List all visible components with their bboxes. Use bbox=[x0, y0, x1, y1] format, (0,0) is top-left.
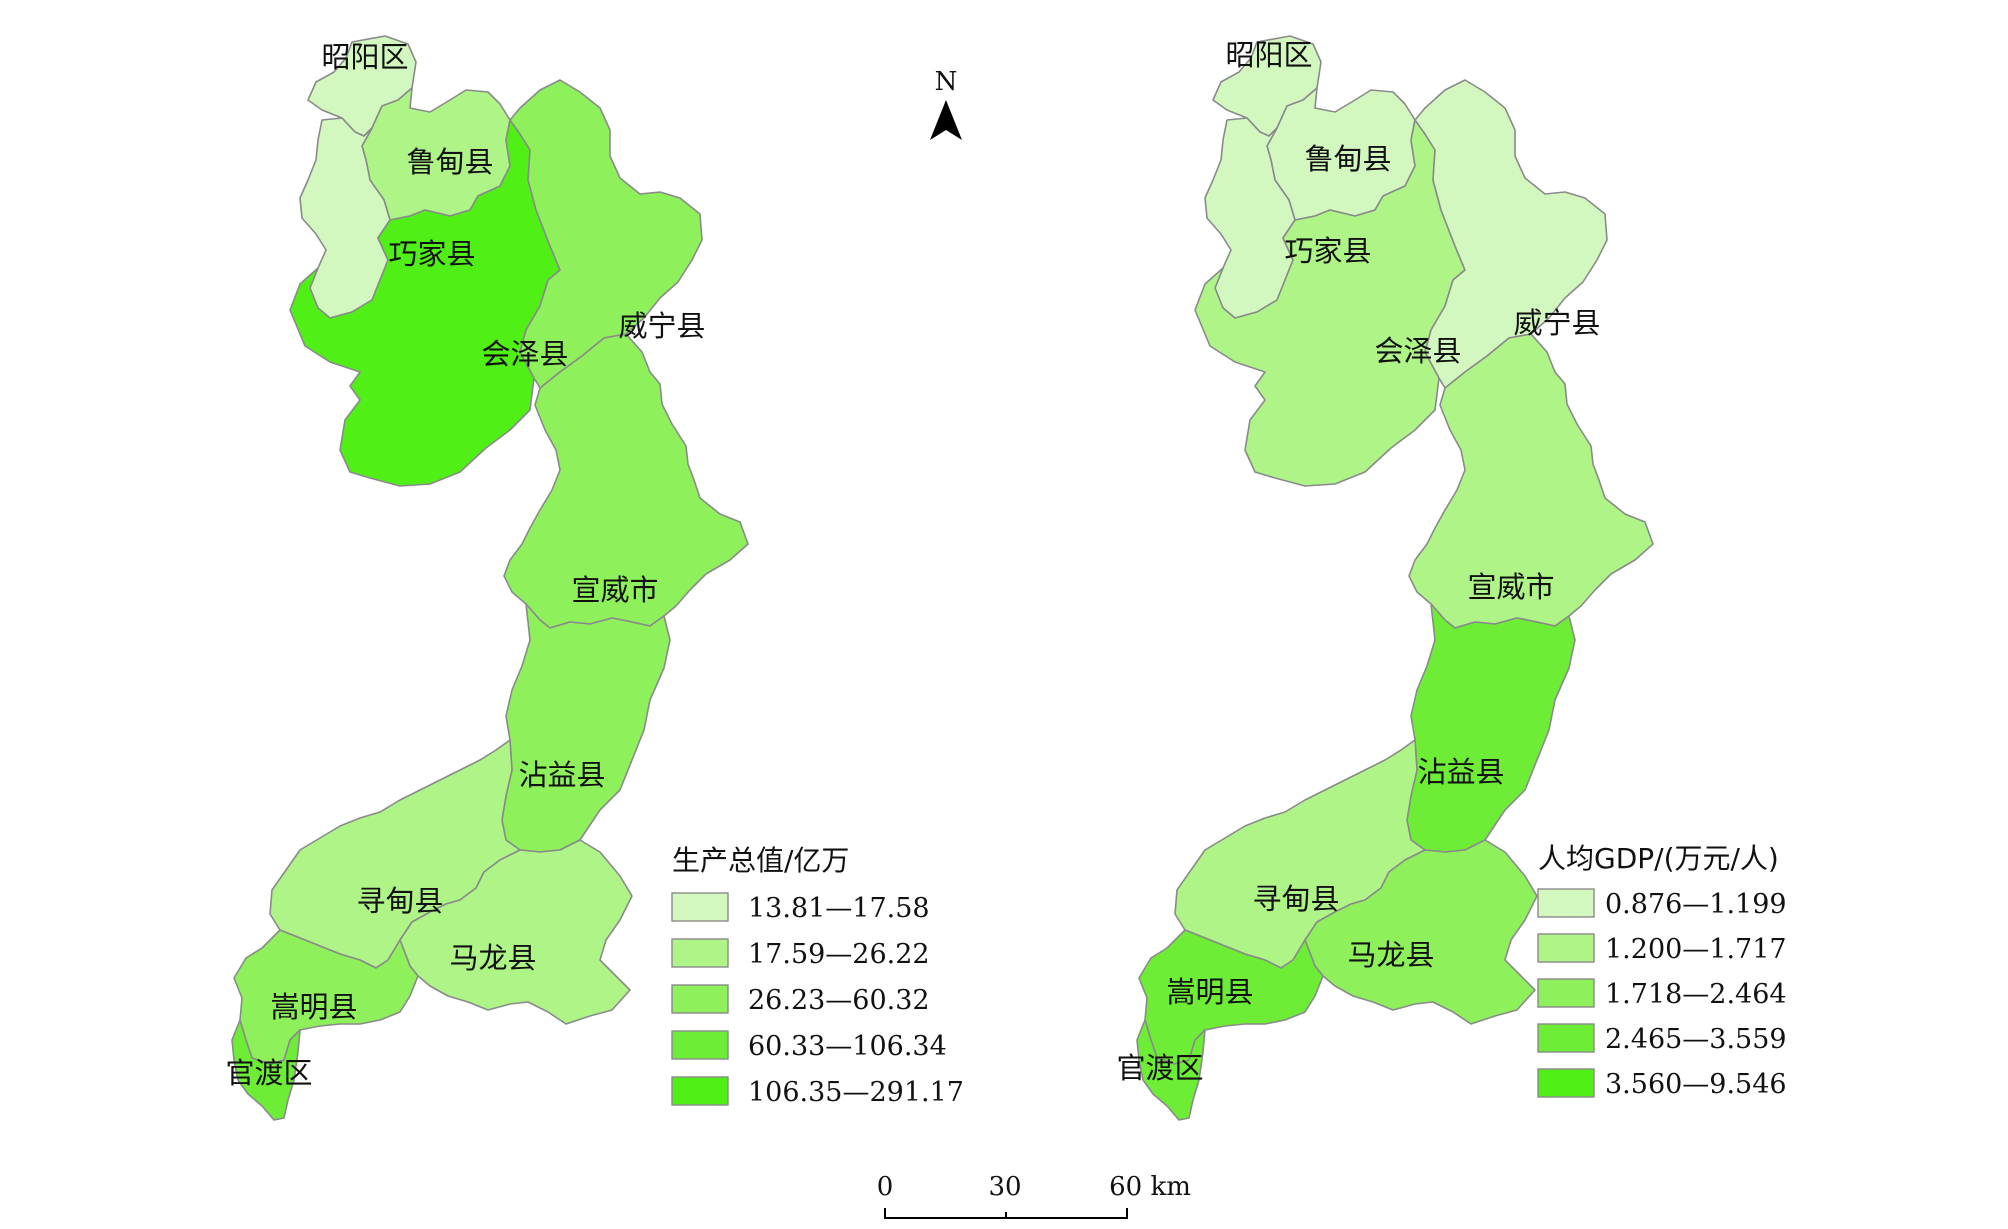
label-xundian-right: 寻甸县 bbox=[1252, 882, 1339, 916]
label-huize-left: 会泽县 bbox=[481, 337, 568, 371]
county-zhanyi-right bbox=[1406, 603, 1576, 853]
label-malong-left: 马龙县 bbox=[449, 941, 536, 975]
label-guandu-left: 官渡区 bbox=[225, 1056, 312, 1090]
scale-tick-30: 30 bbox=[988, 1172, 1021, 1202]
county-weining-right bbox=[1414, 79, 1608, 389]
right-legend-label-4: 2.465—3.559 bbox=[1605, 1024, 1787, 1055]
county-huize-right bbox=[1194, 119, 1466, 487]
county-weining-left bbox=[509, 79, 703, 389]
county-zhanyi-left bbox=[501, 603, 671, 853]
county-huize-left bbox=[289, 119, 561, 487]
right-legend-swatch-2 bbox=[1537, 933, 1595, 963]
label-zhanyi-left: 沾益县 bbox=[518, 758, 605, 792]
right-legend: 人均GDP/(万元/人) 0.876—1.199 1.200—1.717 1.7… bbox=[1537, 842, 1787, 1100]
county-malong-left bbox=[399, 839, 633, 1025]
north-label: N bbox=[935, 67, 958, 97]
county-guandu-right bbox=[1136, 1019, 1206, 1121]
label-ludian-right: 鲁甸县 bbox=[1304, 142, 1391, 176]
county-xuanwei-left bbox=[503, 333, 749, 629]
left-legend-label-5: 106.35—291.17 bbox=[748, 1077, 964, 1108]
label-weining-right: 威宁县 bbox=[1513, 306, 1600, 340]
left-map-gdp bbox=[231, 35, 749, 1121]
label-qiaojia-right: 巧家县 bbox=[1284, 234, 1371, 268]
right-legend-label-2: 1.200—1.717 bbox=[1605, 934, 1787, 965]
north-arrow: N bbox=[930, 67, 962, 140]
right-legend-label-5: 3.560—9.546 bbox=[1605, 1069, 1787, 1100]
label-songming-right: 嵩明县 bbox=[1166, 975, 1253, 1009]
label-guandu-right: 官渡区 bbox=[1116, 1051, 1203, 1085]
left-legend-label-2: 17.59—26.22 bbox=[748, 939, 930, 970]
left-legend-title: 生产总值/亿万 bbox=[672, 844, 849, 877]
right-map-gdp-per-capita: 昭阳区 鲁甸县 巧家县 会泽县 威宁县 宣威市 沾益县 寻甸县 马龙县 嵩明县 … bbox=[1116, 35, 1654, 1121]
label-huize-right: 会泽县 bbox=[1374, 334, 1461, 368]
left-legend-swatch-5 bbox=[671, 1076, 729, 1106]
county-xuanwei-right bbox=[1408, 333, 1654, 629]
label-zhaoyang-right: 昭阳区 bbox=[1225, 38, 1312, 72]
right-legend-swatch-4 bbox=[1537, 1023, 1595, 1053]
scale-tick-60: 60 km bbox=[1109, 1172, 1191, 1202]
label-xuanwei-left: 宣威市 bbox=[571, 573, 658, 607]
label-ludian-left: 鲁甸县 bbox=[406, 145, 493, 179]
label-xuanwei-right: 宣威市 bbox=[1467, 570, 1554, 604]
right-legend-title: 人均GDP/(万元/人) bbox=[1538, 842, 1779, 875]
scale-bar: 0 30 60 km bbox=[877, 1172, 1191, 1219]
label-qiaojia-left: 巧家县 bbox=[388, 237, 475, 271]
county-guandu-left bbox=[231, 1019, 301, 1121]
left-legend-swatch-2 bbox=[671, 938, 729, 968]
left-legend-label-1: 13.81—17.58 bbox=[748, 893, 930, 924]
right-legend-swatch-5 bbox=[1537, 1068, 1595, 1098]
label-malong-right: 马龙县 bbox=[1347, 938, 1434, 972]
left-legend-label-3: 26.23—60.32 bbox=[748, 985, 930, 1016]
left-legend-swatch-4 bbox=[671, 1030, 729, 1060]
right-legend-swatch-1 bbox=[1537, 888, 1595, 918]
left-legend-label-4: 60.33—106.34 bbox=[748, 1031, 947, 1062]
label-songming-left: 嵩明县 bbox=[270, 990, 357, 1024]
county-malong-right bbox=[1304, 839, 1538, 1025]
county-songming-right bbox=[1138, 929, 1324, 1065]
right-legend-label-3: 1.718—2.464 bbox=[1605, 979, 1787, 1010]
left-legend-swatch-3 bbox=[671, 984, 729, 1014]
north-arrow-icon bbox=[930, 100, 962, 140]
right-legend-swatch-3 bbox=[1537, 978, 1595, 1008]
left-legend-swatch-1 bbox=[671, 892, 729, 922]
label-zhanyi-right: 沾益县 bbox=[1417, 755, 1504, 789]
left-legend: 生产总值/亿万 13.81—17.58 17.59—26.22 26.23—60… bbox=[671, 844, 964, 1108]
label-xundian-left: 寻甸县 bbox=[356, 884, 443, 918]
right-legend-label-1: 0.876—1.199 bbox=[1605, 889, 1787, 920]
label-weining-left: 威宁县 bbox=[618, 309, 705, 343]
label-zhaoyang-left: 昭阳区 bbox=[321, 40, 408, 74]
county-songming-left bbox=[233, 929, 419, 1065]
left-map-labels: 昭阳区 鲁甸县 巧家县 会泽县 威宁县 宣威市 沾益县 寻甸县 马龙县 嵩明县 … bbox=[225, 40, 705, 1090]
scale-tick-0: 0 bbox=[877, 1172, 894, 1202]
scale-bar-line bbox=[884, 1208, 1128, 1219]
